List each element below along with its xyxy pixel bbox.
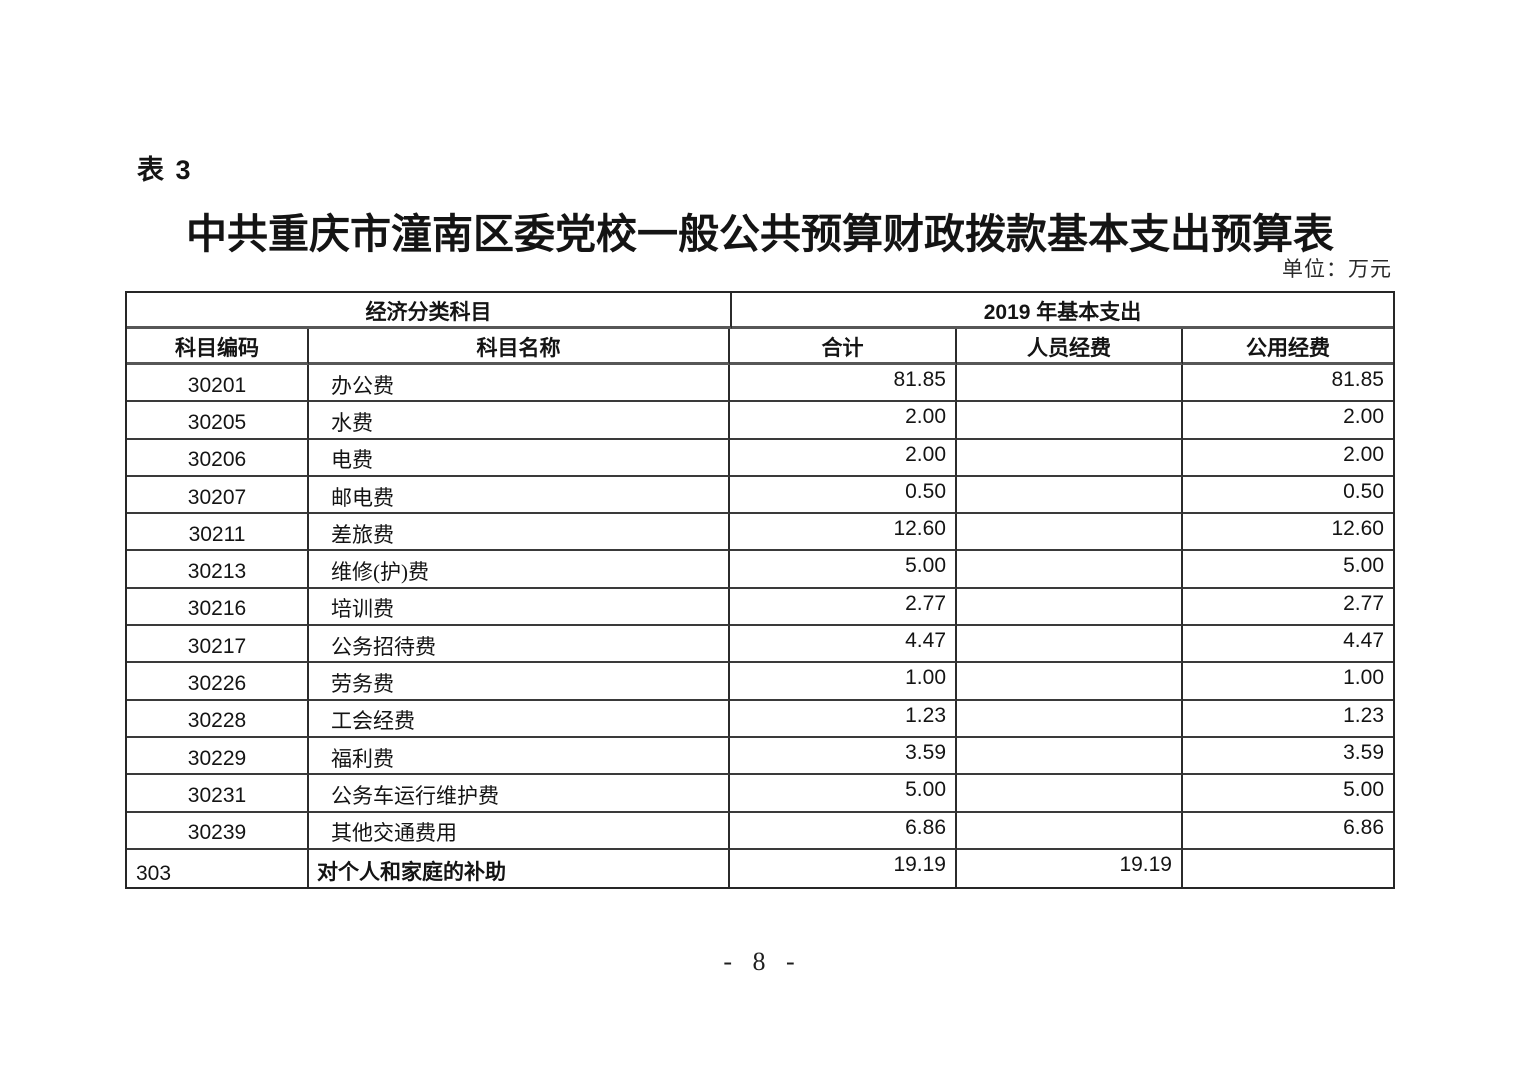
subject-name-cell: 电费 xyxy=(309,439,730,477)
subject-name-cell: 办公费 xyxy=(309,365,730,403)
subject-code-cell: 30226 xyxy=(127,663,309,701)
table-row: 30213 维修(护)费 5.00 5.00 xyxy=(127,551,1393,589)
total-cell: 6.86 xyxy=(730,812,957,850)
total-cell: 2.00 xyxy=(730,402,957,440)
subject-name-cell: 福利费 xyxy=(309,737,730,776)
subject-code-cell: 30213 xyxy=(127,551,309,589)
total-cell: 0.50 xyxy=(730,476,957,515)
table-row: 30211 差旅费 12.60 12.60 xyxy=(127,514,1393,552)
public-funds-cell: 5.00 xyxy=(1183,551,1393,589)
total-cell: 4.47 xyxy=(730,626,957,664)
public-funds-cell: 6.86 xyxy=(1183,813,1393,850)
personnel-funds-cell xyxy=(957,700,1183,738)
personnel-funds-cell xyxy=(957,514,1183,552)
subject-code-cell: 30205 xyxy=(127,402,309,440)
subject-code-cell: 303 xyxy=(127,849,309,888)
total-cell: 19.19 xyxy=(730,849,957,888)
public-funds-cell: 2.77 xyxy=(1183,589,1393,627)
subject-name-cell: 公务招待费 xyxy=(309,626,730,664)
personnel-funds-cell xyxy=(957,588,1183,627)
table-row: 30228 工会经费 1.23 1.23 xyxy=(127,700,1393,738)
subject-code-cell: 30216 xyxy=(127,588,309,627)
table-label: 表 3 xyxy=(137,155,193,185)
table-header-row: 科目编码 科目名称 合计 人员经费 公用经费 xyxy=(127,329,1393,365)
subject-name-cell: 劳务费 xyxy=(309,663,730,701)
subject-name-cell: 培训费 xyxy=(309,588,730,627)
table-row: 30217 公务招待费 4.47 4.47 xyxy=(127,626,1393,664)
table-row: 30239 其他交通费用 6.86 6.86 xyxy=(127,812,1393,850)
table-row: 30226 劳务费 1.00 1.00 xyxy=(127,663,1393,701)
subject-name-cell: 邮电费 xyxy=(309,476,730,515)
table-row: 30229 福利费 3.59 3.59 xyxy=(127,737,1393,776)
personnel-funds-cell xyxy=(957,737,1183,776)
personnel-funds-cell xyxy=(957,439,1183,477)
subject-code-cell: 30231 xyxy=(127,775,309,813)
total-cell: 3.59 xyxy=(730,737,957,776)
public-funds-cell xyxy=(1183,850,1393,887)
header-2019-basic-expenditure: 2019 年基本支出 xyxy=(732,293,1393,329)
subject-name-cell: 差旅费 xyxy=(309,514,730,552)
subject-code-cell: 30207 xyxy=(127,476,309,515)
header-public-funds: 公用经费 xyxy=(1183,329,1393,365)
table-row: 30216 培训费 2.77 2.77 xyxy=(127,588,1393,627)
subject-code-cell: 30228 xyxy=(127,700,309,738)
total-cell: 81.85 xyxy=(730,365,957,403)
total-cell: 5.00 xyxy=(730,775,957,813)
subject-code-cell: 30217 xyxy=(127,626,309,664)
total-cell: 12.60 xyxy=(730,514,957,552)
personnel-funds-cell xyxy=(957,476,1183,515)
subject-code-cell: 30229 xyxy=(127,737,309,776)
total-cell: 1.23 xyxy=(730,700,957,738)
public-funds-cell: 1.23 xyxy=(1183,701,1393,738)
personnel-funds-cell xyxy=(957,402,1183,440)
table-row: 30201 办公费 81.85 81.85 xyxy=(127,365,1393,403)
page-number: - 8 - xyxy=(723,947,797,976)
table-header-group-row: 经济分类科目 2019 年基本支出 xyxy=(127,293,1393,329)
subject-code-cell: 30211 xyxy=(127,514,309,552)
header-total: 合计 xyxy=(730,329,957,365)
table-row: 303 对个人和家庭的补助 19.19 19.19 xyxy=(127,849,1393,888)
public-funds-cell: 12.60 xyxy=(1183,514,1393,552)
budget-table: 经济分类科目 2019 年基本支出 科目编码 科目名称 合计 人员经费 公用经费… xyxy=(125,291,1395,890)
personnel-funds-cell xyxy=(957,812,1183,850)
subject-code-cell: 30201 xyxy=(127,365,309,403)
table-row: 30207 邮电费 0.50 0.50 xyxy=(127,476,1393,515)
personnel-funds-cell xyxy=(957,775,1183,813)
subject-name-cell: 维修(护)费 xyxy=(309,551,730,589)
total-cell: 2.00 xyxy=(730,439,957,477)
table-row: 30205 水费 2.00 2.00 xyxy=(127,402,1393,440)
total-cell: 5.00 xyxy=(730,551,957,589)
public-funds-cell: 1.00 xyxy=(1183,663,1393,701)
unit-note: 单位：万元 xyxy=(1282,257,1392,281)
personnel-funds-cell xyxy=(957,663,1183,701)
table-row: 30231 公务车运行维护费 5.00 5.00 xyxy=(127,775,1393,813)
public-funds-cell: 5.00 xyxy=(1183,775,1393,813)
header-subject-name: 科目名称 xyxy=(309,329,730,365)
subject-code-cell: 30239 xyxy=(127,812,309,850)
subject-name-cell: 工会经费 xyxy=(309,700,730,738)
personnel-funds-cell: 19.19 xyxy=(957,849,1183,888)
public-funds-cell: 4.47 xyxy=(1183,626,1393,664)
public-funds-cell: 2.00 xyxy=(1183,402,1393,440)
subject-name-cell: 公务车运行维护费 xyxy=(309,775,730,813)
total-cell: 2.77 xyxy=(730,588,957,627)
personnel-funds-cell xyxy=(957,551,1183,589)
page-title: 中共重庆市潼南区委党校一般公共预算财政拨款基本支出预算表 xyxy=(186,211,1334,257)
header-subject-code: 科目编码 xyxy=(127,329,309,365)
public-funds-cell: 81.85 xyxy=(1183,365,1393,403)
subject-name-cell: 水费 xyxy=(309,402,730,440)
subject-name-cell: 对个人和家庭的补助 xyxy=(309,849,730,888)
subject-name-cell: 其他交通费用 xyxy=(309,812,730,850)
public-funds-cell: 2.00 xyxy=(1183,440,1393,477)
subject-code-cell: 30206 xyxy=(127,439,309,477)
header-economic-classification: 经济分类科目 xyxy=(127,293,732,329)
public-funds-cell: 0.50 xyxy=(1183,477,1393,515)
personnel-funds-cell xyxy=(957,626,1183,664)
table-row: 30206 电费 2.00 2.00 xyxy=(127,439,1393,477)
personnel-funds-cell xyxy=(957,365,1183,403)
total-cell: 1.00 xyxy=(730,663,957,701)
table-body: 30201 办公费 81.85 81.85 30205 水费 2.00 2.00 30206 电费… xyxy=(127,365,1393,888)
public-funds-cell: 3.59 xyxy=(1183,738,1393,776)
header-personnel-funds: 人员经费 xyxy=(957,329,1183,365)
